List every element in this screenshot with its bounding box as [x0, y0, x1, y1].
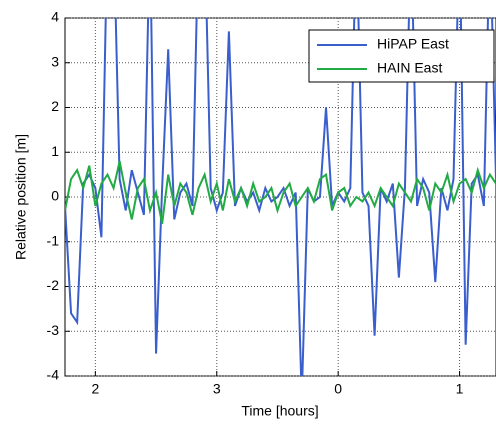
x-tick-label: 3 — [213, 381, 221, 397]
x-axis-label: Time [hours] — [241, 403, 318, 419]
x-tick-label: 0 — [334, 381, 342, 397]
series-line — [65, 160, 496, 225]
y-tick-label: -1 — [47, 232, 60, 248]
y-tick-label: -2 — [47, 277, 60, 293]
y-axis-label: Relative position [m] — [13, 134, 29, 260]
legend-box — [308, 29, 495, 83]
y-tick-label: 0 — [51, 188, 59, 204]
y-tick-label: 1 — [51, 143, 59, 159]
y-tick-label: 2 — [51, 98, 59, 114]
y-tick-label: 4 — [51, 9, 59, 25]
x-tick-label: 2 — [91, 381, 99, 397]
x-tick-label: 1 — [456, 381, 464, 397]
series-group — [65, 18, 496, 376]
y-tick-label: -3 — [47, 322, 60, 338]
legend-label: HiPAP East — [377, 36, 449, 52]
y-tick-label: 3 — [51, 53, 59, 69]
y-tick-label: -4 — [47, 367, 60, 383]
legend-label: HAIN East — [377, 60, 442, 76]
